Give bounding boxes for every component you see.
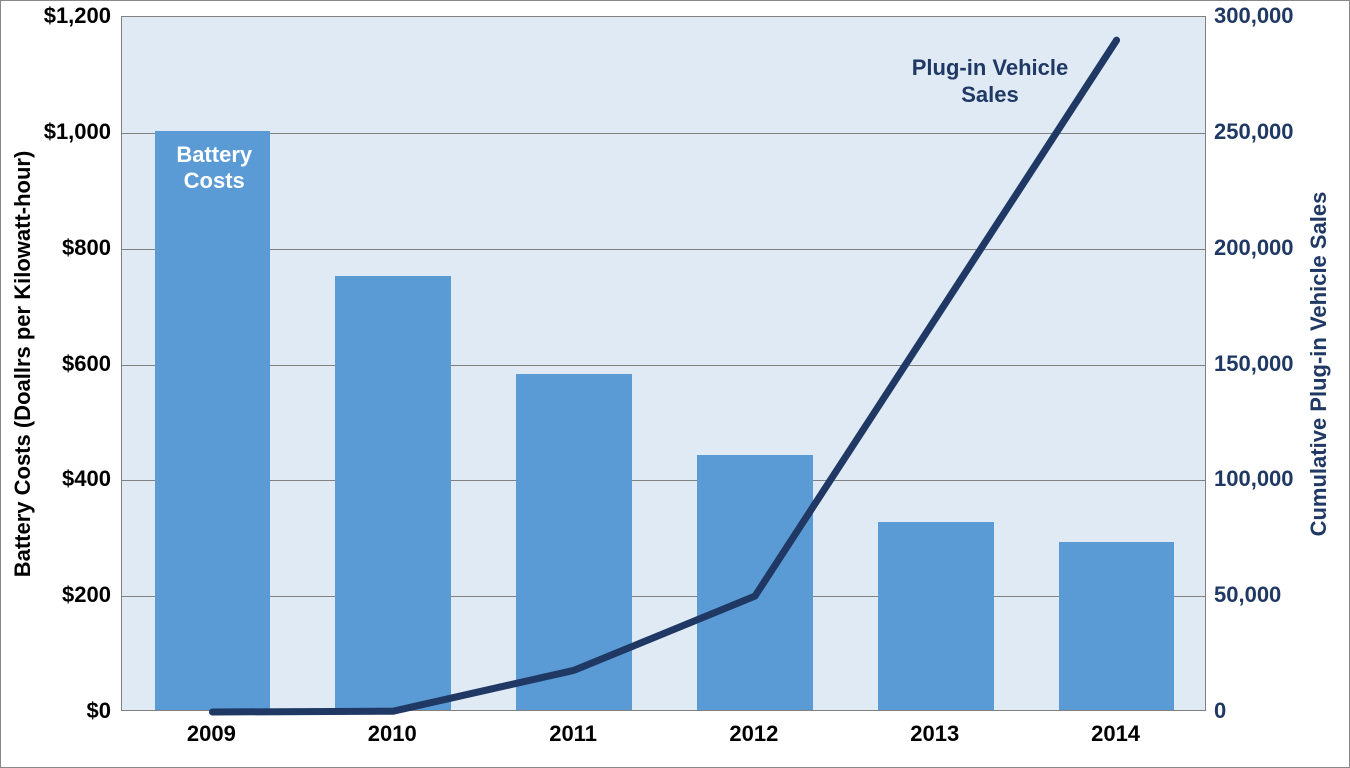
- y-left-tick-label: $600: [62, 351, 111, 377]
- y-left-tick-label: $1,200: [44, 3, 111, 29]
- y-right-tick-label: 150,000: [1214, 351, 1294, 377]
- y-right-tick-label: 300,000: [1214, 3, 1294, 29]
- y-right-tick-label: 100,000: [1214, 466, 1294, 492]
- chart-container: Battery Costs (Doallrs per Kilowatt-hour…: [0, 0, 1350, 768]
- x-tick-label: 2014: [1091, 721, 1140, 747]
- y-right-tick-label: 50,000: [1214, 582, 1281, 608]
- x-tick-label: 2011: [549, 721, 597, 747]
- y-left-tick-label: $400: [62, 466, 111, 492]
- line-series: [122, 17, 1207, 712]
- y-left-tick-label: $800: [62, 235, 111, 261]
- battery-costs-annotation: BatteryCosts: [176, 142, 252, 195]
- y-axis-right-label: Cumulative Plug-in Vehicle Sales: [1306, 191, 1332, 536]
- x-tick-label: 2010: [368, 721, 417, 747]
- y-left-tick-label: $200: [62, 582, 111, 608]
- plugin-sales-annotation: Plug-in VehicleSales: [912, 55, 1068, 108]
- plot-area: BatteryCosts Plug-in VehicleSales: [121, 16, 1206, 711]
- x-tick-label: 2009: [187, 721, 236, 747]
- y-left-tick-label: $1,000: [44, 119, 111, 145]
- x-tick-label: 2013: [910, 721, 959, 747]
- y-right-tick-label: 0: [1214, 698, 1226, 724]
- y-right-tick-label: 200,000: [1214, 235, 1294, 261]
- x-tick-label: 2012: [729, 721, 778, 747]
- y-axis-left-label: Battery Costs (Doallrs per Kilowatt-hour…: [10, 150, 36, 577]
- y-left-tick-label: $0: [87, 698, 111, 724]
- y-right-tick-label: 250,000: [1214, 119, 1294, 145]
